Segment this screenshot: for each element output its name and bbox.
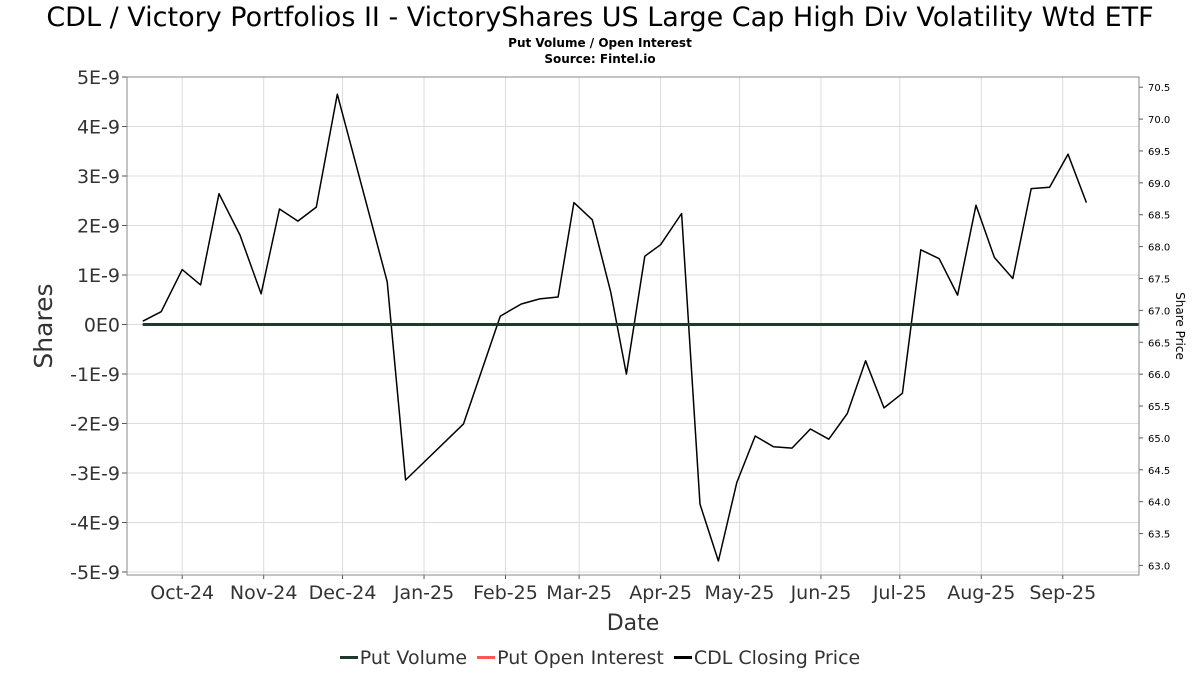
chart-source: Source: Fintel.io (544, 52, 656, 66)
y-tick-label: 0E0 (84, 315, 120, 337)
chart-subtitle: Put Volume / Open Interest (508, 36, 692, 50)
x-tick-label: Nov-24 (230, 582, 298, 604)
y-tick-label: -4E-9 (70, 513, 120, 535)
y2-tick-label: 69.0 (1148, 179, 1170, 190)
y-tick-label: 5E-9 (77, 67, 120, 89)
y2-tick-label: 64.5 (1148, 466, 1170, 477)
x-tick-label: Dec-24 (309, 582, 377, 604)
y2-tick-label: 64.0 (1148, 498, 1170, 509)
y-tick-label: -3E-9 (70, 463, 120, 485)
x-tick-label: Jan-25 (393, 582, 454, 604)
x-tick-label: Aug-25 (947, 582, 1015, 604)
y2-tick-label: 63.0 (1148, 561, 1170, 572)
y-tick-label: -5E-9 (70, 562, 120, 584)
y2-tick-label: 65.5 (1148, 402, 1170, 413)
y2-tick-label: 70.0 (1148, 115, 1170, 126)
y2-tick-label: 67.5 (1148, 274, 1170, 285)
y2-tick-label: 66.0 (1148, 370, 1170, 381)
series-layer (142, 93, 1139, 562)
legend-item-put-open-interest[interactable]: Put Open Interest (477, 647, 664, 669)
y-tick-label: -2E-9 (70, 414, 120, 436)
y2-tick-label: 67.0 (1148, 306, 1170, 317)
x-tick-label: Oct-24 (150, 582, 214, 604)
right-axis: 63.0 63.5 64.0 64.5 65.0 65.5 66.0 66.5 67.0 67.5… (1139, 83, 1170, 572)
y-tick-label: -1E-9 (70, 364, 120, 386)
y2-tick-label: 63.5 (1148, 530, 1170, 541)
x-tick-label: Sep-25 (1029, 582, 1096, 604)
y-tick-label: 1E-9 (77, 265, 120, 287)
x-axis-label: Date (607, 611, 660, 636)
x-axis: Oct-24 Nov-24 Dec-24 Jan-25 Feb-25 Mar-25 Apr-… (150, 575, 1096, 604)
plot-frame (126, 76, 1140, 576)
y-axis-label: Shares (29, 283, 58, 368)
y2-tick-label: 70.5 (1148, 83, 1170, 94)
legend-label-closing-price: CDL Closing Price (693, 647, 861, 669)
y2-tick-label: 66.5 (1148, 338, 1170, 349)
x-tick-label: Apr-25 (629, 582, 692, 604)
legend-swatch-put-volume (339, 656, 358, 659)
y2-tick-label: 68.5 (1148, 211, 1170, 222)
y2-axis-label: Share Price (1173, 292, 1187, 360)
chart-title: CDL / Victory Portfolios II - VictorySha… (46, 2, 1154, 33)
y2-tick-label: 68.0 (1148, 243, 1170, 254)
x-tick-label: Mar-25 (546, 582, 612, 604)
legend-swatch-put-open-interest (477, 656, 496, 659)
x-tick-label: May-25 (704, 582, 774, 604)
legend-label-put-volume: Put Volume (359, 647, 468, 669)
legend-label-put-open-interest: Put Open Interest (497, 647, 664, 669)
legend-item-put-volume[interactable]: Put Volume (339, 647, 468, 669)
legend-swatch-closing-price (673, 656, 692, 659)
y-tick-label: 2E-9 (77, 216, 120, 238)
y2-tick-label: 69.5 (1148, 147, 1170, 158)
legend: Put Volume Put Open Interest CDL Closing… (0, 647, 1200, 669)
left-axis: 5E-9 4E-9 3E-9 2E-9 1E-9 0E0 -1E-9 -2E-9 -3E-9 -4… (70, 67, 127, 584)
y2-tick-label: 65.0 (1148, 434, 1170, 445)
legend-item-closing-price[interactable]: CDL Closing Price (673, 647, 861, 669)
y-tick-label: 4E-9 (77, 117, 120, 139)
x-tick-label: Feb-25 (473, 582, 538, 604)
x-tick-label: Jun-25 (790, 582, 852, 604)
y-tick-label: 3E-9 (77, 166, 120, 188)
x-tick-label: Jul-25 (872, 582, 927, 604)
series-line-cdl-closing-price (142, 93, 1088, 562)
